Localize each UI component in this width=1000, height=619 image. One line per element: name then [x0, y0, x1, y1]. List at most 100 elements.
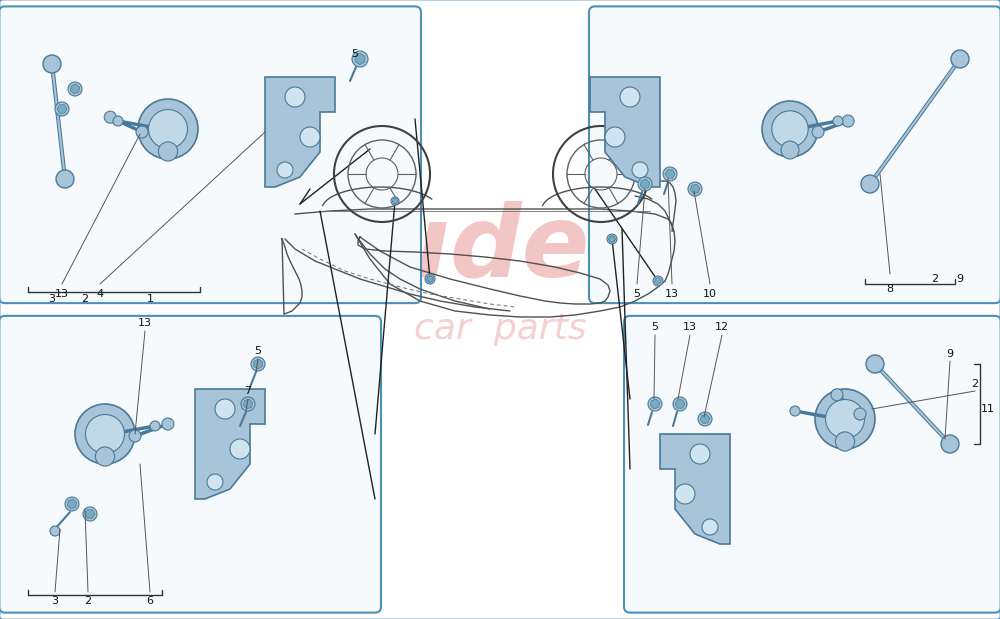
Bar	[628, 253, 656, 275]
Bar	[656, 231, 684, 253]
Polygon shape	[590, 77, 660, 187]
Bar	[768, 99, 796, 121]
Polygon shape	[608, 236, 616, 242]
Circle shape	[648, 397, 662, 411]
Bar	[908, 253, 936, 275]
Circle shape	[55, 102, 69, 116]
Bar	[740, 77, 768, 99]
Text: 11: 11	[981, 404, 995, 414]
Bar	[768, 231, 796, 253]
Bar	[684, 209, 712, 231]
Bar	[684, 121, 712, 143]
Bar	[908, 165, 936, 187]
Bar	[992, 143, 1000, 165]
Circle shape	[251, 357, 265, 371]
Bar	[712, 99, 740, 121]
Bar	[964, 77, 992, 99]
Polygon shape	[392, 198, 398, 204]
Circle shape	[207, 474, 223, 490]
Bar	[852, 209, 880, 231]
Circle shape	[835, 432, 855, 451]
Polygon shape	[265, 77, 335, 187]
Text: 4: 4	[96, 289, 104, 299]
Circle shape	[162, 418, 174, 430]
Text: 1: 1	[146, 294, 154, 304]
Bar	[600, 99, 628, 121]
Circle shape	[215, 399, 235, 419]
Circle shape	[951, 50, 969, 68]
Circle shape	[607, 234, 617, 244]
Text: 13: 13	[138, 318, 152, 328]
Polygon shape	[70, 84, 80, 94]
Bar	[684, 33, 712, 55]
Circle shape	[241, 397, 255, 411]
Bar	[880, 231, 908, 253]
Bar	[712, 275, 740, 297]
Bar	[824, 99, 852, 121]
Bar	[964, 121, 992, 143]
Text: car  parts: car parts	[414, 312, 586, 346]
Polygon shape	[675, 400, 685, 409]
Circle shape	[158, 142, 178, 161]
Text: scuderia: scuderia	[260, 201, 740, 298]
Bar	[824, 231, 852, 253]
Circle shape	[129, 430, 141, 442]
Bar	[796, 165, 824, 187]
Bar	[992, 231, 1000, 253]
Bar	[656, 55, 684, 77]
Circle shape	[352, 51, 368, 67]
Circle shape	[230, 439, 250, 459]
Bar	[656, 275, 684, 297]
Bar	[936, 231, 964, 253]
Bar	[628, 33, 656, 55]
Bar	[656, 143, 684, 165]
Text: 2: 2	[84, 596, 92, 606]
Circle shape	[702, 519, 718, 535]
Circle shape	[86, 415, 124, 454]
Circle shape	[861, 175, 879, 193]
Bar	[852, 77, 880, 99]
Text: 9: 9	[956, 274, 964, 284]
Polygon shape	[67, 499, 77, 509]
Bar	[740, 165, 768, 187]
Bar	[992, 55, 1000, 77]
FancyBboxPatch shape	[624, 316, 1000, 613]
Bar	[628, 77, 656, 99]
Bar	[712, 187, 740, 209]
Bar	[824, 143, 852, 165]
Circle shape	[941, 435, 959, 453]
Bar	[600, 143, 628, 165]
Polygon shape	[195, 389, 265, 499]
Polygon shape	[655, 277, 661, 285]
Bar	[824, 275, 852, 297]
Text: 5: 5	[352, 49, 358, 59]
Bar	[628, 209, 656, 231]
Bar	[908, 209, 936, 231]
Circle shape	[653, 276, 663, 286]
FancyBboxPatch shape	[0, 316, 381, 613]
Bar	[656, 99, 684, 121]
Bar	[964, 209, 992, 231]
Text: 12: 12	[715, 322, 729, 332]
Text: 2: 2	[931, 274, 939, 284]
Bar	[880, 99, 908, 121]
Bar	[880, 275, 908, 297]
Circle shape	[68, 82, 82, 96]
Bar	[936, 143, 964, 165]
Circle shape	[842, 115, 854, 127]
Bar	[936, 187, 964, 209]
Circle shape	[866, 355, 884, 373]
Bar	[852, 121, 880, 143]
Bar	[740, 121, 768, 143]
Circle shape	[285, 87, 305, 107]
Circle shape	[609, 236, 615, 242]
Bar	[768, 143, 796, 165]
Circle shape	[762, 101, 818, 157]
Text: 8: 8	[886, 284, 894, 294]
Polygon shape	[665, 170, 675, 178]
Bar	[712, 55, 740, 77]
Bar	[936, 55, 964, 77]
Circle shape	[43, 55, 61, 73]
Circle shape	[104, 111, 116, 123]
Circle shape	[620, 87, 640, 107]
